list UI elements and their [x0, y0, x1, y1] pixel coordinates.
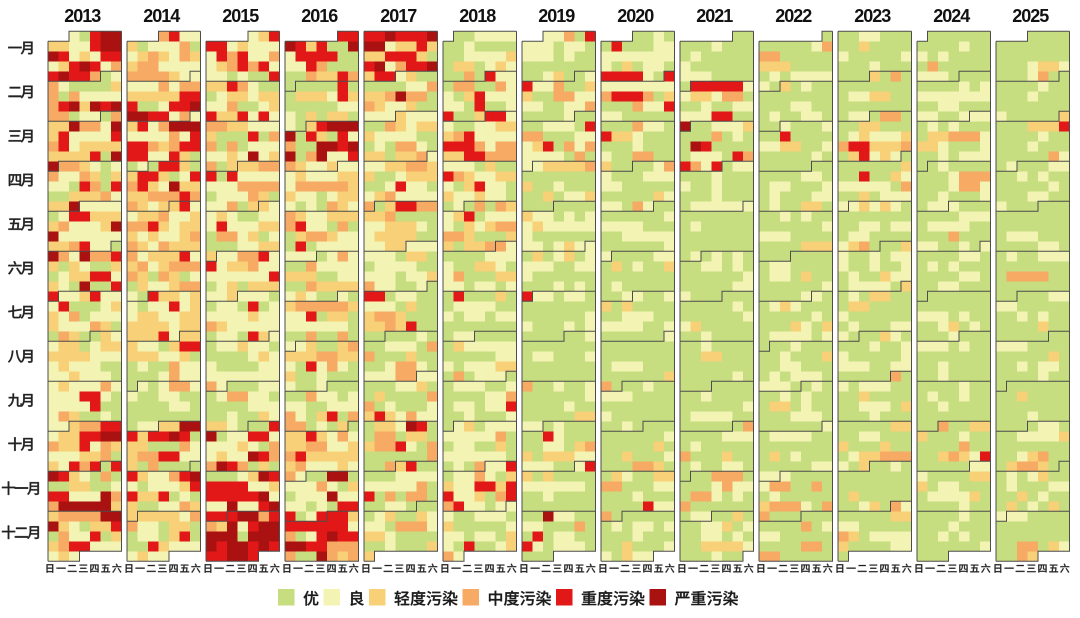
svg-text:2023: 2023 — [854, 6, 891, 26]
svg-text:2014: 2014 — [143, 6, 180, 26]
svg-text:2025: 2025 — [1012, 6, 1049, 26]
svg-text:2017: 2017 — [380, 6, 417, 26]
svg-text:2024: 2024 — [933, 6, 970, 26]
svg-text:2020: 2020 — [617, 6, 654, 26]
svg-text:2019: 2019 — [538, 6, 575, 26]
svg-text:2021: 2021 — [696, 6, 733, 26]
svg-text:2016: 2016 — [301, 6, 338, 26]
svg-text:2022: 2022 — [775, 6, 812, 26]
svg-text:2013: 2013 — [64, 6, 101, 26]
svg-text:2018: 2018 — [459, 6, 496, 26]
svg-text:2015: 2015 — [222, 6, 259, 26]
